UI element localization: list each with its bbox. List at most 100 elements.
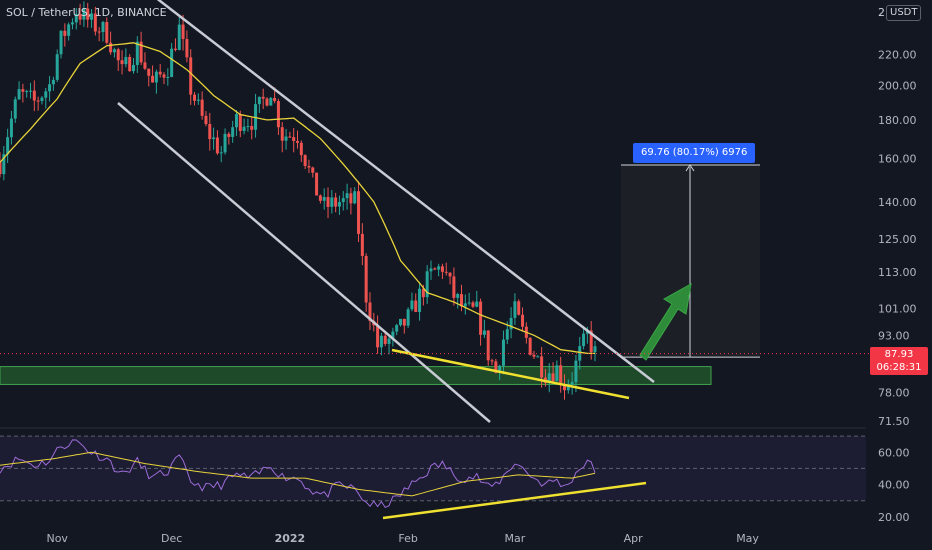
candle-body xyxy=(257,96,261,105)
candle-body xyxy=(265,98,269,106)
time-axis-label: May xyxy=(736,532,759,545)
candle-body xyxy=(402,318,406,326)
candle-body xyxy=(193,94,197,101)
candle-body xyxy=(273,97,277,102)
candle-body xyxy=(296,140,300,143)
candle-body xyxy=(387,338,391,344)
wedge-support-line xyxy=(391,348,630,400)
price-axis-label: 180.00 xyxy=(878,114,917,127)
candle-body xyxy=(471,302,475,307)
candle-body xyxy=(494,361,498,373)
price-axis-label: 71.50 xyxy=(878,415,910,428)
candle-body xyxy=(63,30,67,36)
bar-countdown: 06:28:31 xyxy=(876,362,922,373)
candle-body xyxy=(131,64,135,72)
candle-body xyxy=(78,14,82,20)
candle-body xyxy=(227,133,231,137)
candle-body xyxy=(261,96,265,99)
candle-body xyxy=(532,354,536,357)
candle-body xyxy=(589,330,593,353)
time-axis-label: Dec xyxy=(161,532,182,545)
candle-body xyxy=(528,337,532,355)
price-axis-label: 78.00 xyxy=(878,387,910,400)
candle-body xyxy=(307,165,311,168)
candle-body xyxy=(55,54,59,80)
candle-body xyxy=(555,365,559,382)
candle-body xyxy=(238,114,242,131)
candle-body xyxy=(86,8,90,20)
candle-body xyxy=(280,127,284,141)
candle-body xyxy=(139,41,143,63)
candle-body xyxy=(574,360,578,383)
candle-body xyxy=(570,382,574,385)
candle-body xyxy=(143,62,147,69)
candle-body xyxy=(475,301,479,307)
support-zone xyxy=(0,366,712,385)
candle-body xyxy=(82,8,86,20)
candle-body xyxy=(135,41,139,65)
candle-body xyxy=(231,127,235,137)
candle-body xyxy=(116,49,120,61)
candle-body xyxy=(349,193,353,204)
price-axis-label: 113.00 xyxy=(878,266,917,279)
candle-body xyxy=(284,136,288,141)
candle-body xyxy=(29,90,33,92)
candle-body xyxy=(90,13,94,20)
candle-body xyxy=(21,89,25,92)
candle-body xyxy=(551,373,555,382)
candle-body xyxy=(315,172,319,196)
candle-body xyxy=(395,325,399,332)
candle-body xyxy=(437,266,441,270)
candle-body xyxy=(120,60,124,65)
projection-arrow xyxy=(639,283,692,361)
moving-average-line xyxy=(0,42,595,355)
channel-upper-line xyxy=(156,0,655,383)
candle-body xyxy=(578,346,582,361)
candle-body xyxy=(360,233,364,256)
time-axis-label: Apr xyxy=(624,532,644,545)
candle-body xyxy=(9,118,13,138)
candle-body xyxy=(74,14,78,23)
candle-body xyxy=(368,302,372,321)
candle-body xyxy=(177,24,181,50)
candle-body xyxy=(448,272,452,277)
candle-body xyxy=(200,99,204,116)
candle-body xyxy=(292,137,296,141)
currency-badge[interactable]: USDT xyxy=(886,5,922,21)
candle-body xyxy=(44,91,48,98)
candle-body xyxy=(6,137,10,155)
candle-body xyxy=(181,24,185,40)
candle-body xyxy=(154,71,158,83)
candle-body xyxy=(151,75,155,83)
candle-body xyxy=(97,31,101,33)
candle-body xyxy=(410,300,414,310)
candle-body xyxy=(391,331,395,339)
candle-body xyxy=(70,22,74,25)
candle-body xyxy=(337,202,341,207)
price-axis-label: 220.00 xyxy=(878,48,917,61)
candle-body xyxy=(109,42,113,53)
candle-body xyxy=(128,57,132,72)
candle-body xyxy=(32,90,36,101)
candle-body xyxy=(398,318,402,326)
candle-body xyxy=(162,74,166,78)
candle-body xyxy=(444,271,448,273)
price-axis-label: 160.00 xyxy=(878,152,917,165)
candle-body xyxy=(299,142,303,156)
candle-body xyxy=(326,197,330,207)
candle-body xyxy=(269,97,273,106)
candle-body xyxy=(414,300,418,312)
candle-body xyxy=(505,329,509,340)
candle-body xyxy=(276,101,280,128)
candle-body xyxy=(421,288,425,298)
candle-body xyxy=(418,288,422,312)
candle-body xyxy=(406,309,410,326)
candle-body xyxy=(486,330,490,361)
candle-body xyxy=(463,303,467,307)
candle-body xyxy=(67,24,71,36)
candle-body xyxy=(303,155,307,166)
candle-body xyxy=(379,335,383,348)
candle-body xyxy=(223,133,227,153)
candle-body xyxy=(59,30,63,55)
